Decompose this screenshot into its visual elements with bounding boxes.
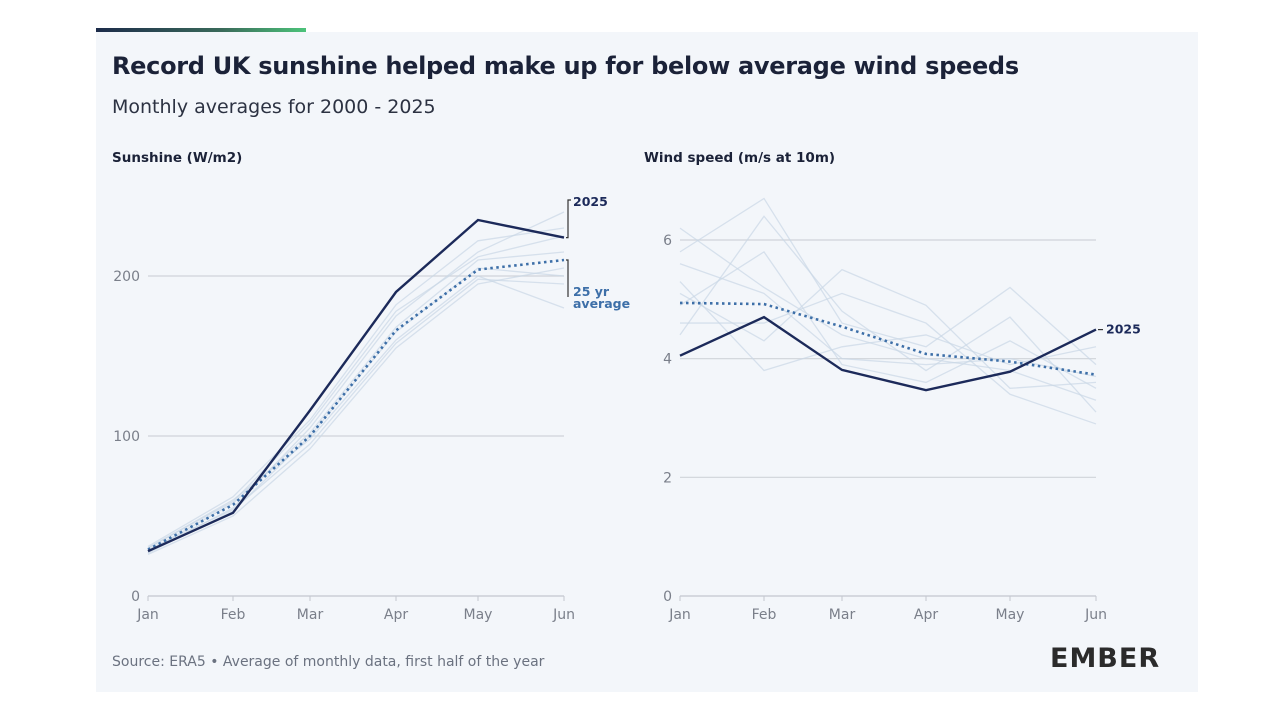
logo-text: EMBER bbox=[1050, 643, 1161, 674]
sunshine-history-line bbox=[147, 211, 565, 554]
sunshine-average-label: 25 yr average bbox=[573, 284, 630, 311]
wind-history-line bbox=[679, 227, 1097, 401]
chart-title: Record UK sunshine helped make up for be… bbox=[112, 52, 1019, 80]
wind-x-tick-label: Feb bbox=[752, 607, 777, 623]
sunshine-2025-label: 2025 bbox=[573, 194, 608, 209]
sunshine-x-tick-label: Mar bbox=[297, 607, 324, 623]
sunshine-x-tick-label: Jun bbox=[552, 607, 575, 623]
sunshine-x-tick-label: Feb bbox=[221, 607, 246, 623]
wind-history-line bbox=[679, 268, 1097, 390]
sunshine-y-tick-label: 200 bbox=[113, 269, 140, 285]
sunshine-y-tick-label: 0 bbox=[131, 589, 140, 605]
wind-y-tick-label: 2 bbox=[663, 470, 672, 486]
wind-x-tick-label: Jan bbox=[668, 607, 691, 623]
sunshine-average-bracket bbox=[566, 259, 569, 297]
sunshine-x-tick-label: Apr bbox=[384, 607, 408, 623]
sunshine-y-tick-label: 100 bbox=[113, 429, 140, 445]
brand-accent-bar bbox=[96, 28, 306, 32]
wind-history-line bbox=[679, 263, 1097, 378]
wind-y-tick-label: 0 bbox=[663, 589, 672, 605]
wind-history-line bbox=[679, 197, 1097, 366]
sunshine-chart-title: Sunshine (W/m2) bbox=[112, 150, 243, 166]
wind-2025-label: 2025 bbox=[1106, 322, 1141, 337]
wind-y-tick-label: 4 bbox=[663, 352, 672, 368]
wind-x-tick-label: Mar bbox=[829, 607, 856, 623]
wind-chart-title: Wind speed (m/s at 10m) bbox=[644, 150, 836, 166]
sunshine-2025-line bbox=[147, 218, 565, 553]
wind-x-tick-label: May bbox=[996, 607, 1025, 623]
ember-logo: EMBER bbox=[1050, 643, 1160, 674]
source-note: Source: ERA5 • Average of monthly data, … bbox=[112, 654, 545, 670]
wind-x-tick-label: Apr bbox=[914, 607, 938, 623]
sunshine-2025-bracket bbox=[566, 199, 571, 239]
sunshine-history-line bbox=[147, 251, 565, 552]
sunshine-x-tick-label: May bbox=[464, 607, 493, 623]
sunshine-history-line bbox=[147, 227, 565, 547]
wind-x-tick-label: Jun bbox=[1084, 607, 1107, 623]
sunshine-x-tick-label: Jan bbox=[136, 607, 159, 623]
sunshine-history-line bbox=[147, 267, 565, 555]
wind-history-line bbox=[679, 215, 1097, 413]
sunshine-history-line bbox=[147, 275, 565, 549]
wind-2025-line bbox=[679, 315, 1097, 392]
sunshine-average-line bbox=[147, 258, 565, 551]
wind-y-tick-label: 6 bbox=[663, 233, 672, 249]
wind-average-line bbox=[679, 301, 1097, 376]
wind-history-line bbox=[679, 250, 1097, 389]
sunshine-history-line bbox=[147, 235, 565, 549]
sunshine-history-line bbox=[147, 278, 565, 551]
chart-subtitle: Monthly averages for 2000 - 2025 bbox=[112, 96, 436, 118]
